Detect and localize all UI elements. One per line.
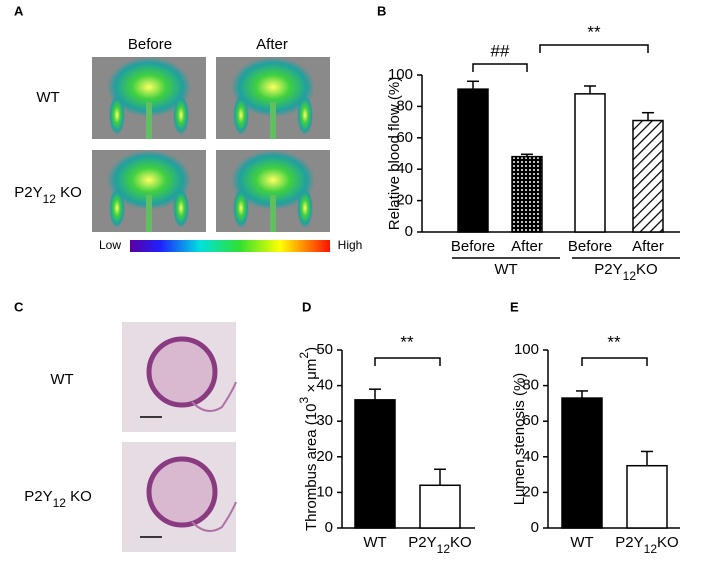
y-tick-label: 40 xyxy=(316,377,333,394)
bar xyxy=(419,484,461,529)
significance-label: ## xyxy=(491,41,510,60)
scale-label: High xyxy=(338,238,363,252)
error-bar xyxy=(434,468,446,486)
y-axis-label: Relative blood flow (%) xyxy=(386,77,403,230)
group-label: WT xyxy=(494,261,517,278)
y-tick-label: 50 xyxy=(316,341,333,358)
histology-image xyxy=(122,322,236,432)
x-tick-label: Before xyxy=(568,238,612,255)
panel-a: A Before After WT P2Y12 KO Low High xyxy=(14,3,362,252)
column-label: After xyxy=(256,36,288,53)
significance-bracket xyxy=(581,357,648,366)
y-tick-label: 0 xyxy=(325,519,333,536)
significance-bracket xyxy=(374,357,441,366)
x-tick-label: WT xyxy=(570,534,593,551)
panel-letter: B xyxy=(377,3,386,18)
y-tick-label: 20 xyxy=(396,192,413,209)
perfusion-image xyxy=(216,150,330,232)
significance-bracket xyxy=(539,44,649,53)
perfusion-image xyxy=(216,57,330,139)
bar xyxy=(574,93,606,233)
row-label: WT xyxy=(50,371,73,388)
bar xyxy=(354,399,396,529)
y-tick-label: 10 xyxy=(316,483,333,500)
x-tick-label: P2Y12KO xyxy=(408,534,471,556)
scale-label: Low xyxy=(99,238,121,252)
panel-letter: D xyxy=(302,299,311,314)
bar xyxy=(632,119,664,233)
perfusion-image xyxy=(92,57,206,139)
error-bar xyxy=(641,450,653,466)
y-tick-label: 60 xyxy=(522,412,539,429)
error-bar xyxy=(467,80,479,90)
x-tick-label: After xyxy=(511,238,543,255)
significance-label: ** xyxy=(607,332,621,351)
significance-label: ** xyxy=(400,332,414,351)
x-tick-label: Before xyxy=(451,238,495,255)
panel-letter: E xyxy=(510,299,519,314)
color-scale xyxy=(130,240,330,252)
x-tick-label: P2Y12KO xyxy=(615,534,678,556)
y-tick-label: 20 xyxy=(522,483,539,500)
column-label: Before xyxy=(128,36,172,53)
bar xyxy=(626,464,668,529)
y-tick-label: 40 xyxy=(522,448,539,465)
y-tick-label: 0 xyxy=(405,223,413,240)
x-tick-label: After xyxy=(632,238,664,255)
y-tick-label: 30 xyxy=(316,412,333,429)
panel-letter: C xyxy=(14,299,24,314)
bar xyxy=(457,88,489,233)
error-bar xyxy=(576,390,588,399)
panel-letter: A xyxy=(14,3,24,18)
y-axis-label: Lumen stenosis (%) xyxy=(511,373,528,506)
bar xyxy=(561,397,603,529)
row-label: P2Y12 KO xyxy=(24,488,92,510)
row-label: P2Y12 KO xyxy=(14,184,82,206)
y-tick-label: 40 xyxy=(396,160,413,177)
y-tick-label: 80 xyxy=(522,377,539,394)
significance-label: ** xyxy=(587,22,601,41)
group-label: P2Y12KO xyxy=(594,261,657,283)
error-bar xyxy=(584,85,596,94)
y-tick-label: 100 xyxy=(388,66,413,83)
row-label: WT xyxy=(36,89,59,106)
error-bar xyxy=(369,388,381,400)
bar xyxy=(511,155,543,233)
error-bar xyxy=(642,111,654,121)
error-bar xyxy=(521,153,533,157)
y-axis-label: Thrombus area (103 × μm2) xyxy=(297,347,320,531)
y-tick-label: 20 xyxy=(316,448,333,465)
y-tick-label: 100 xyxy=(514,341,539,358)
y-tick-label: 80 xyxy=(396,97,413,114)
x-tick-label: WT xyxy=(363,534,386,551)
y-tick-label: 0 xyxy=(531,519,539,536)
panel-c: C WT P2Y12 KO xyxy=(14,299,236,552)
perfusion-image xyxy=(92,150,206,232)
histology-image xyxy=(122,442,236,552)
significance-bracket xyxy=(472,63,528,72)
y-tick-label: 60 xyxy=(396,129,413,146)
